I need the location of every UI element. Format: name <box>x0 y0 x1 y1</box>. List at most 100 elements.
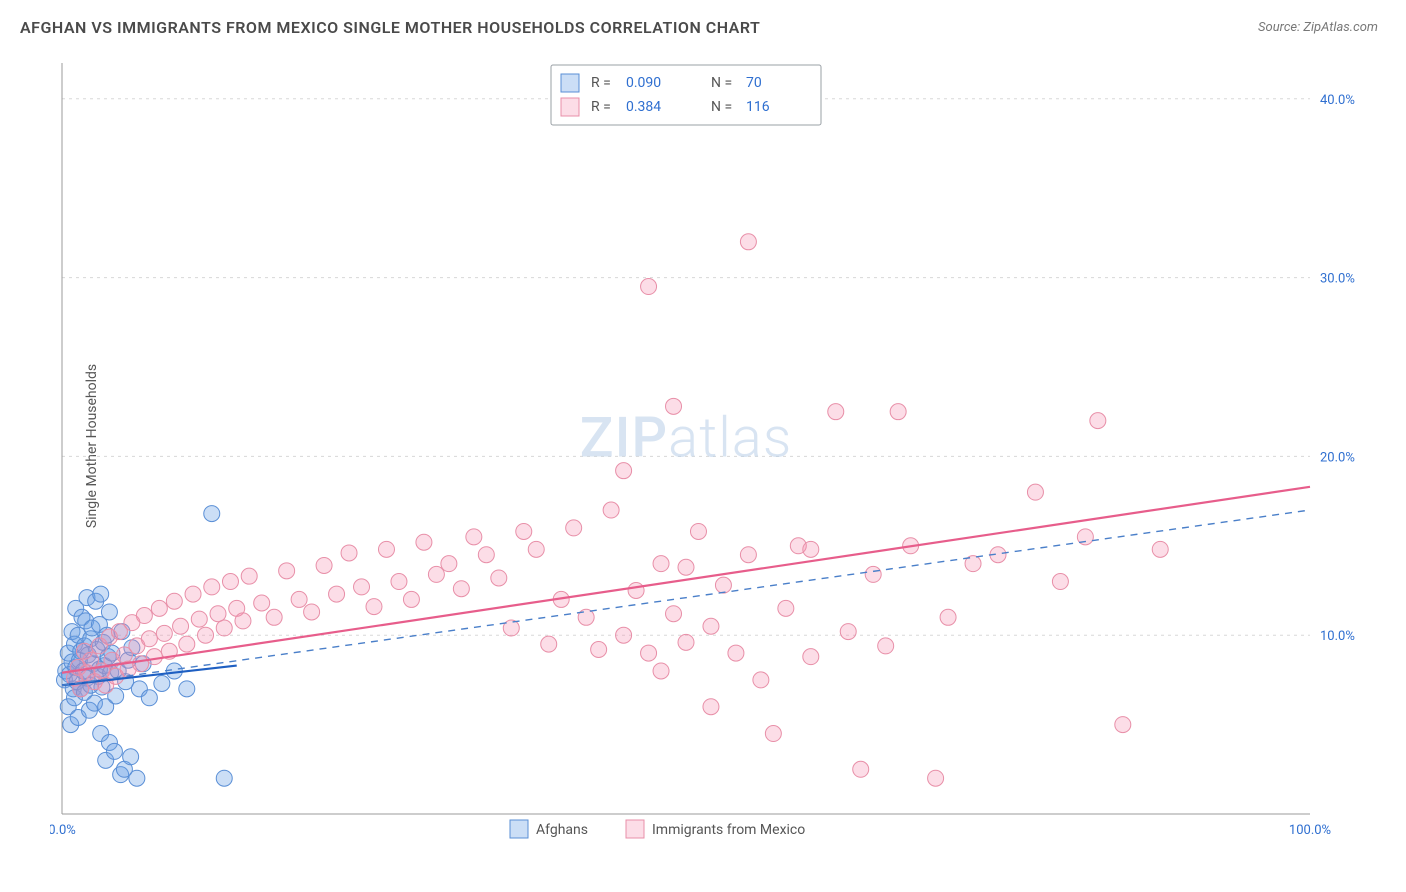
point-mexico <box>403 591 419 607</box>
legend-n-label: N = <box>711 99 732 115</box>
point-mexico <box>715 577 731 593</box>
point-mexico <box>678 559 694 575</box>
point-mexico <box>690 523 706 539</box>
point-mexico <box>210 606 226 622</box>
point-mexico <box>173 618 189 634</box>
point-mexico <box>416 534 432 550</box>
point-mexico <box>865 566 881 582</box>
plot-area: ZIPatlas10.0%20.0%30.0%40.0%0.0%100.0%R … <box>50 55 1380 842</box>
legend-stats: R =0.090N =70R =0.384N =116 <box>551 65 821 125</box>
point-mexico <box>491 570 507 586</box>
point-mexico <box>728 645 744 661</box>
point-mexico <box>641 645 657 661</box>
watermark: ZIPatlas <box>580 405 792 471</box>
pink-swatch-icon <box>626 820 644 838</box>
point-mexico <box>653 663 669 679</box>
y-tick-labels: 10.0% 20.0% 30.0% 40.0% <box>1320 93 1355 644</box>
legend-n-label: N = <box>711 75 732 91</box>
y-tick-label: 20.0% <box>1320 450 1355 465</box>
point-afghans <box>204 506 220 522</box>
legend-series-label: Immigrants from Mexico <box>652 822 805 838</box>
point-afghans <box>129 770 145 786</box>
point-mexico <box>198 627 214 643</box>
point-afghans <box>141 690 157 706</box>
point-afghans <box>154 675 170 691</box>
point-mexico <box>235 613 251 629</box>
legend-series: Afghans Immigrants from Mexico <box>510 820 805 838</box>
point-mexico <box>703 618 719 634</box>
point-mexico <box>428 566 444 582</box>
point-mexico <box>341 545 357 561</box>
point-mexico <box>378 541 394 557</box>
point-mexico <box>566 520 582 536</box>
point-mexico <box>666 398 682 414</box>
point-mexico <box>653 556 669 572</box>
point-mexico <box>890 404 906 420</box>
point-mexico <box>1027 484 1043 500</box>
point-mexico <box>516 523 532 539</box>
x-tick-label: 100.0% <box>1289 823 1331 838</box>
point-mexico <box>778 600 794 616</box>
point-mexico <box>641 279 657 295</box>
point-mexico <box>1090 413 1106 429</box>
point-mexico <box>366 599 382 615</box>
point-mexico <box>141 631 157 647</box>
point-mexico <box>740 547 756 563</box>
point-mexico <box>279 563 295 579</box>
legend-r-label: R = <box>591 99 611 115</box>
point-mexico <box>803 541 819 557</box>
source-attribution: Source: ZipAtlas.com <box>1258 20 1378 35</box>
point-mexico <box>678 634 694 650</box>
point-mexico <box>204 579 220 595</box>
point-mexico <box>156 625 172 641</box>
point-mexico <box>241 568 257 584</box>
blue-swatch-icon <box>510 820 528 838</box>
point-mexico <box>628 582 644 598</box>
legend-r-label: R = <box>591 75 611 91</box>
point-mexico <box>828 404 844 420</box>
point-mexico <box>740 234 756 250</box>
point-mexico <box>803 649 819 665</box>
blue-swatch-icon <box>561 74 579 92</box>
point-mexico <box>591 641 607 657</box>
trend-afghans-dashed <box>62 510 1310 685</box>
point-mexico <box>222 574 238 590</box>
point-afghans <box>101 604 117 620</box>
point-mexico <box>254 595 270 611</box>
point-mexico <box>840 624 856 640</box>
point-mexico <box>878 638 894 654</box>
legend-r-value: 0.384 <box>626 99 661 115</box>
y-tick-label: 30.0% <box>1320 272 1355 287</box>
legend-series-label: Afghans <box>536 822 588 838</box>
chart-svg: ZIPatlas10.0%20.0%30.0%40.0%0.0%100.0%R … <box>50 55 1380 842</box>
point-afghans <box>216 770 232 786</box>
point-mexico <box>216 620 232 636</box>
point-mexico <box>391 574 407 590</box>
chart-title: AFGHAN VS IMMIGRANTS FROM MEXICO SINGLE … <box>20 18 760 37</box>
point-mexico <box>478 547 494 563</box>
point-mexico <box>853 761 869 777</box>
point-mexico <box>528 541 544 557</box>
point-mexico <box>940 609 956 625</box>
point-mexico <box>541 636 557 652</box>
y-tick-label: 40.0% <box>1320 93 1355 108</box>
point-afghans <box>106 743 122 759</box>
point-mexico <box>666 606 682 622</box>
point-mexico <box>146 649 162 665</box>
point-mexico <box>928 770 944 786</box>
point-mexico <box>329 586 345 602</box>
point-mexico <box>304 604 320 620</box>
point-mexico <box>151 600 167 616</box>
point-mexico <box>354 579 370 595</box>
point-mexico <box>453 581 469 597</box>
point-mexico <box>185 586 201 602</box>
point-mexico <box>1052 574 1068 590</box>
point-mexico <box>316 557 332 573</box>
point-mexico <box>441 556 457 572</box>
legend-n-value: 116 <box>746 99 770 115</box>
point-mexico <box>603 502 619 518</box>
point-mexico <box>765 726 781 742</box>
point-mexico <box>616 463 632 479</box>
y-tick-label: 10.0% <box>1320 629 1355 644</box>
point-mexico <box>191 611 207 627</box>
